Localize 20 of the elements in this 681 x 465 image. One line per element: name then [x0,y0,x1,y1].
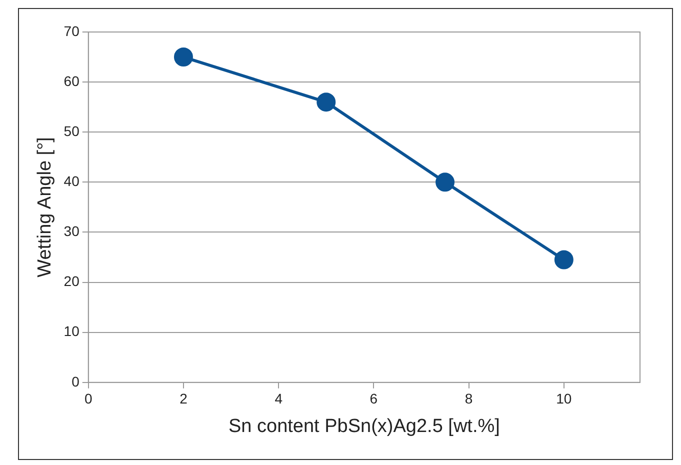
y-tick-label: 10 [64,323,80,340]
point [436,172,455,192]
x-tick-label: 2 [180,390,188,407]
x-tick-label: 8 [464,390,473,407]
y-tick-label: 20 [64,273,80,290]
x-tick-label: 10 [556,390,572,407]
y-tick-label: 70 [64,22,80,39]
x-axis-title: Sn content PbSn(x)Ag2.5 [wt.%] [228,416,500,437]
point [554,250,574,270]
point [316,92,336,112]
y-tick-label: 50 [64,122,80,139]
x-tick-label: 0 [84,390,92,407]
x-tick-label: 6 [370,390,378,407]
x-tick-label: 4 [274,390,283,407]
y-axis-title: Wetting Angle [°] [34,137,56,278]
y-tick-label: 40 [64,173,80,190]
y-tick-label: 30 [64,223,80,240]
point [174,48,193,67]
y-tick-label: 0 [72,373,80,390]
y-tick-label: 60 [64,72,80,89]
